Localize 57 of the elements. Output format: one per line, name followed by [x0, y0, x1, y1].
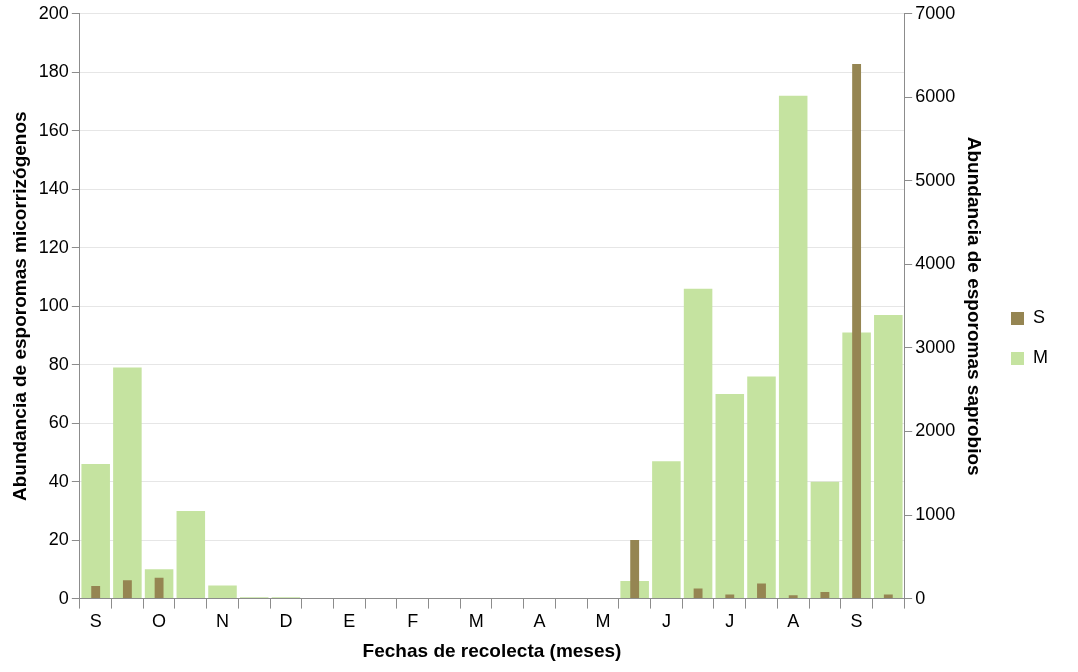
y2-tick-label: 6000: [915, 86, 956, 107]
x-tick-label: D: [279, 611, 293, 632]
y2-tick-label: 0: [915, 587, 926, 608]
y-tick-label: 20: [48, 529, 69, 550]
x-tick-label: S: [850, 611, 863, 632]
x-tick-label: O: [152, 611, 167, 632]
y-tick-label: 60: [48, 412, 69, 433]
bar: [91, 586, 101, 599]
x-tick-label: E: [343, 611, 356, 632]
bar: [683, 288, 713, 599]
x-tick-label: M: [468, 611, 484, 632]
y-tick-label: 80: [48, 353, 69, 374]
bar: [176, 510, 206, 599]
bar: [693, 588, 703, 599]
bar: [81, 464, 110, 599]
bar: [715, 393, 745, 599]
bar: [883, 594, 893, 599]
y-tick-label: 40: [48, 470, 69, 491]
bar: [652, 461, 681, 599]
y-tick-label: 160: [38, 119, 69, 140]
y2-tick-label: 2000: [915, 420, 956, 441]
legend-label: M: [1033, 347, 1049, 368]
y-tick-label: 180: [38, 61, 69, 82]
y2-axis-title: Abundancia de esporomas saprobios: [964, 136, 986, 476]
bar: [113, 367, 142, 599]
y-tick-label: 120: [38, 236, 69, 257]
x-tick-label: N: [216, 611, 229, 632]
x-tick-label: A: [533, 611, 546, 632]
bar: [122, 580, 132, 599]
bar: [747, 376, 776, 599]
x-tick-label: S: [89, 611, 102, 632]
bar: [154, 577, 164, 599]
x-tick-label: J: [661, 611, 671, 632]
x-axis-title: Fechas de recolecta (meses): [362, 639, 622, 661]
y-tick-label: 200: [38, 2, 69, 23]
bar: [757, 583, 766, 599]
bar: [810, 481, 840, 599]
x-tick-label: F: [407, 611, 419, 632]
bar: [788, 595, 798, 599]
x-tick-label: M: [595, 611, 611, 632]
bar: [820, 591, 830, 599]
y2-tick-label: 4000: [915, 253, 956, 274]
y2-tick-label: 5000: [915, 169, 956, 190]
y-axis-title: Abundancia de esporomas micorrizógenos: [8, 111, 30, 501]
bar: [778, 95, 808, 599]
x-tick-label: J: [725, 611, 735, 632]
y-tick-label: 140: [38, 178, 69, 199]
y-tick-label: 0: [58, 587, 69, 608]
y2-tick-label: 3000: [915, 336, 956, 357]
y-tick-label: 100: [38, 295, 69, 316]
bar: [725, 594, 735, 599]
y2-tick-label: 7000: [915, 2, 956, 23]
y2-tick-label: 1000: [915, 504, 956, 525]
legend-label: S: [1033, 307, 1046, 328]
bar: [208, 585, 237, 599]
bar: [874, 314, 903, 599]
x-tick-label: A: [787, 611, 800, 632]
